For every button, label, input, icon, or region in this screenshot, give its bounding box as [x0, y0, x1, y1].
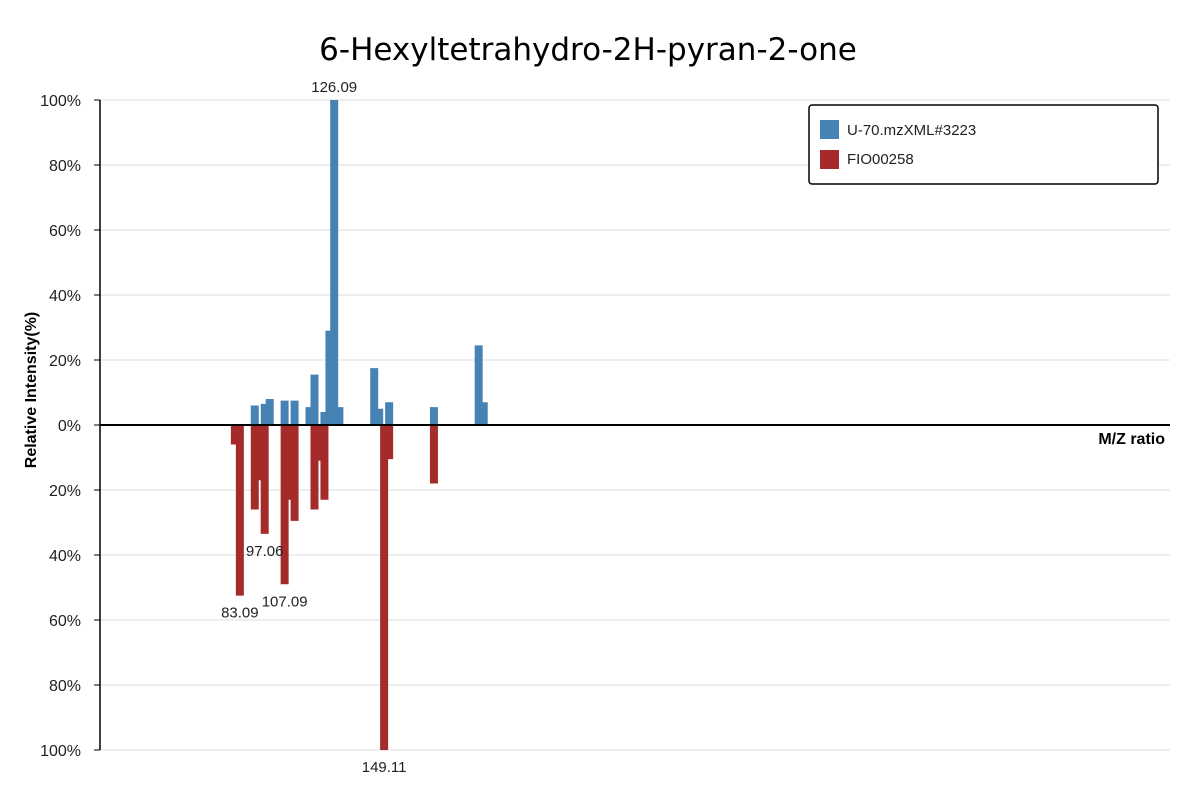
- legend-label-series-1: U-70.mzXML#3223: [847, 122, 976, 139]
- bar-series-1: [335, 407, 344, 425]
- y-tick-label: 80%: [49, 158, 81, 175]
- bar-series-2: [320, 425, 329, 500]
- bar-series-2: [260, 425, 269, 534]
- bar-series-1: [265, 399, 274, 425]
- bar-series-1: [375, 408, 384, 425]
- peak-label: 107.09: [262, 593, 308, 610]
- bar-series-2: [290, 425, 299, 521]
- y-tick-label: 40%: [49, 288, 81, 305]
- bars-layer: [230, 100, 488, 750]
- bar-series-1: [305, 407, 314, 425]
- bar-series-2: [230, 425, 239, 445]
- bar-series-2: [315, 425, 324, 461]
- y-tick-label: 60%: [49, 223, 81, 240]
- peak-label: 149.11: [362, 759, 407, 776]
- legend-label-series-2: FIO00258: [847, 151, 914, 168]
- bar-series-1: [479, 402, 488, 425]
- chart-title: 6-Hexyltetrahydro-2H-pyran-2-one: [319, 32, 857, 68]
- bar-series-2: [250, 425, 259, 510]
- y-axis-tick-labels: 100% 80% 60% 40% 20% 0% 20% 40% 60% 80% 100%: [40, 93, 81, 760]
- peak-label: 83.09: [221, 605, 259, 622]
- bar-series-1: [250, 405, 259, 425]
- peak-label: 97.06: [246, 543, 284, 560]
- y-tick-label: 40%: [49, 548, 81, 565]
- bar-series-1: [385, 402, 394, 425]
- y-tick-label: 60%: [49, 613, 81, 630]
- legend: U-70.mzXML#3223 FIO00258: [808, 104, 1159, 185]
- bar-series-1: [330, 100, 339, 425]
- bar-series-2: [380, 425, 389, 750]
- y-axis-title: Relative Intensity(%): [23, 312, 40, 468]
- bar-series-2: [280, 425, 289, 585]
- legend-box: [808, 104, 1159, 185]
- bar-series-1: [280, 400, 289, 425]
- legend-swatch-series-1: [820, 120, 839, 139]
- bar-series-2: [285, 425, 294, 500]
- y-tick-label: 100%: [40, 743, 81, 760]
- bar-series-1: [474, 345, 483, 425]
- y-tick-label: 20%: [49, 483, 81, 500]
- peak-label: 126.09: [311, 79, 357, 96]
- bar-series-1: [290, 400, 299, 425]
- bar-series-2: [255, 425, 264, 481]
- x-axis-title: M/Z ratio: [1098, 431, 1165, 448]
- peak-labels-layer: 126.09 83.09 97.06 107.09 149.11: [221, 79, 406, 776]
- y-tick-label: 100%: [40, 93, 81, 110]
- bar-series-1: [320, 412, 329, 425]
- bar-series-1: [310, 374, 319, 425]
- bar-series-2: [235, 425, 244, 596]
- bar-series-1: [429, 407, 438, 425]
- bar-series-1: [370, 368, 379, 425]
- bar-series-2: [429, 425, 438, 484]
- y-tick-label: 80%: [49, 678, 81, 695]
- bar-series-1: [260, 403, 269, 425]
- bar-series-1: [325, 330, 334, 425]
- y-tick-label: 20%: [49, 353, 81, 370]
- bar-series-2: [385, 425, 394, 460]
- bar-series-2: [310, 425, 319, 510]
- legend-swatch-series-2: [820, 150, 839, 169]
- y-tick-label: 0%: [58, 418, 81, 435]
